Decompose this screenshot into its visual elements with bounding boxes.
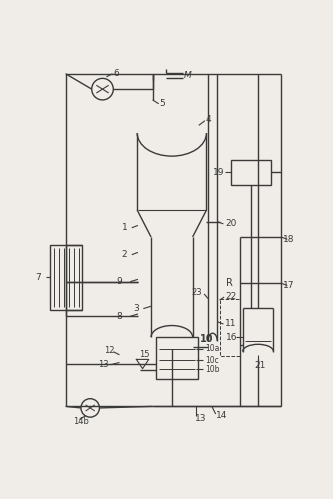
Text: 22: 22 — [226, 292, 237, 301]
Text: 10c: 10c — [206, 356, 219, 365]
Text: 1: 1 — [122, 223, 128, 232]
Text: 9: 9 — [116, 277, 122, 286]
Text: 2: 2 — [122, 250, 128, 259]
Bar — [50, 245, 83, 310]
Text: 14: 14 — [216, 411, 227, 420]
Text: 7: 7 — [35, 273, 41, 282]
Text: 10a: 10a — [206, 344, 220, 353]
Text: R: R — [226, 278, 233, 288]
Text: 3: 3 — [133, 304, 139, 313]
Text: 6: 6 — [113, 69, 119, 78]
Text: 16: 16 — [226, 332, 237, 342]
Text: 5: 5 — [160, 98, 165, 107]
Text: 14b: 14b — [73, 417, 89, 426]
Text: 12: 12 — [104, 346, 115, 355]
Text: 8: 8 — [116, 312, 122, 321]
Text: 21: 21 — [254, 361, 266, 370]
Text: 18: 18 — [283, 235, 294, 244]
Text: 13: 13 — [195, 414, 206, 423]
Text: 10: 10 — [199, 334, 213, 344]
Text: 11: 11 — [225, 319, 236, 328]
Text: 23: 23 — [191, 288, 202, 297]
Text: 15: 15 — [139, 349, 149, 358]
Text: M: M — [184, 71, 192, 80]
Bar — [231, 160, 271, 185]
Text: 20: 20 — [225, 220, 236, 229]
Text: 19: 19 — [213, 168, 224, 177]
Bar — [156, 337, 198, 379]
Text: 17: 17 — [283, 281, 294, 290]
Text: 4: 4 — [206, 115, 211, 124]
Text: 13: 13 — [98, 360, 109, 369]
Text: 10b: 10b — [206, 365, 220, 374]
